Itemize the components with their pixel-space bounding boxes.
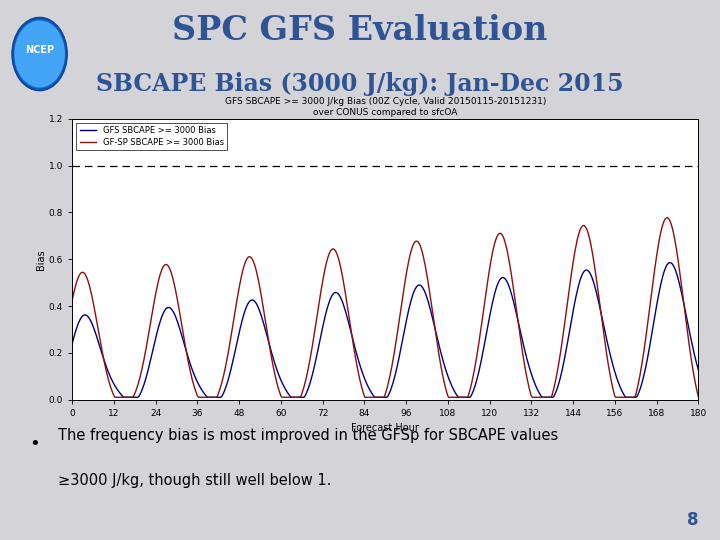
Title: GFS SBCAPE >= 3000 J/kg Bias (00Z Cycle, Valid 20150115-20151231)
over CONUS com: GFS SBCAPE >= 3000 J/kg Bias (00Z Cycle,… xyxy=(225,97,546,117)
GF-SP SBCAPE >= 3000 Bias xyxy=(111,394,120,401)
Line: GFS SBCAPE >= 3000 Bias: GFS SBCAPE >= 3000 Bias xyxy=(72,262,698,397)
GF-SP SBCAPE >= 3000 Bias xyxy=(352,360,361,366)
Text: ≥3000 J/kg, though still well below 1.: ≥3000 J/kg, though still well below 1. xyxy=(58,472,331,488)
GF-SP SBCAPE >= 3000 Bias xyxy=(179,334,188,341)
GFS SBCAPE >= 3000 Bias xyxy=(487,305,495,311)
Text: •: • xyxy=(29,435,40,453)
GFS SBCAPE >= 3000 Bias xyxy=(179,340,188,346)
Y-axis label: Bias: Bias xyxy=(36,249,46,269)
GF-SP SBCAPE >= 3000 Bias xyxy=(68,298,76,305)
GFS SBCAPE >= 3000 Bias xyxy=(230,353,238,359)
GFS SBCAPE >= 3000 Bias xyxy=(68,341,76,348)
GFS SBCAPE >= 3000 Bias xyxy=(352,350,361,356)
Text: SBCAPE Bias (3000 J/kg): Jan-Dec 2015: SBCAPE Bias (3000 J/kg): Jan-Dec 2015 xyxy=(96,72,624,96)
Legend: GFS SBCAPE >= 3000 Bias, GF-SP SBCAPE >= 3000 Bias: GFS SBCAPE >= 3000 Bias, GF-SP SBCAPE >=… xyxy=(76,123,228,150)
GF-SP SBCAPE >= 3000 Bias xyxy=(487,255,495,262)
GFS SBCAPE >= 3000 Bias xyxy=(438,354,446,361)
GF-SP SBCAPE >= 3000 Bias xyxy=(662,214,671,221)
GFS SBCAPE >= 3000 Bias xyxy=(120,394,129,401)
GFS SBCAPE >= 3000 Bias xyxy=(694,367,703,373)
Text: SPC GFS Evaluation: SPC GFS Evaluation xyxy=(172,14,548,47)
Text: 8: 8 xyxy=(687,511,698,529)
GF-SP SBCAPE >= 3000 Bias xyxy=(438,370,446,376)
Circle shape xyxy=(12,18,67,90)
X-axis label: Forecast Hour: Forecast Hour xyxy=(351,423,419,433)
Line: GF-SP SBCAPE >= 3000 Bias: GF-SP SBCAPE >= 3000 Bias xyxy=(72,218,698,397)
Circle shape xyxy=(15,21,64,87)
GF-SP SBCAPE >= 3000 Bias xyxy=(694,394,703,400)
Text: The frequency bias is most improved in the GFSp for SBCAPE values: The frequency bias is most improved in t… xyxy=(58,428,558,443)
Text: NCEP: NCEP xyxy=(25,45,54,55)
GF-SP SBCAPE >= 3000 Bias xyxy=(230,314,238,321)
GFS SBCAPE >= 3000 Bias xyxy=(666,259,675,266)
GF-SP SBCAPE >= 3000 Bias xyxy=(540,394,549,401)
GFS SBCAPE >= 3000 Bias xyxy=(540,394,549,401)
